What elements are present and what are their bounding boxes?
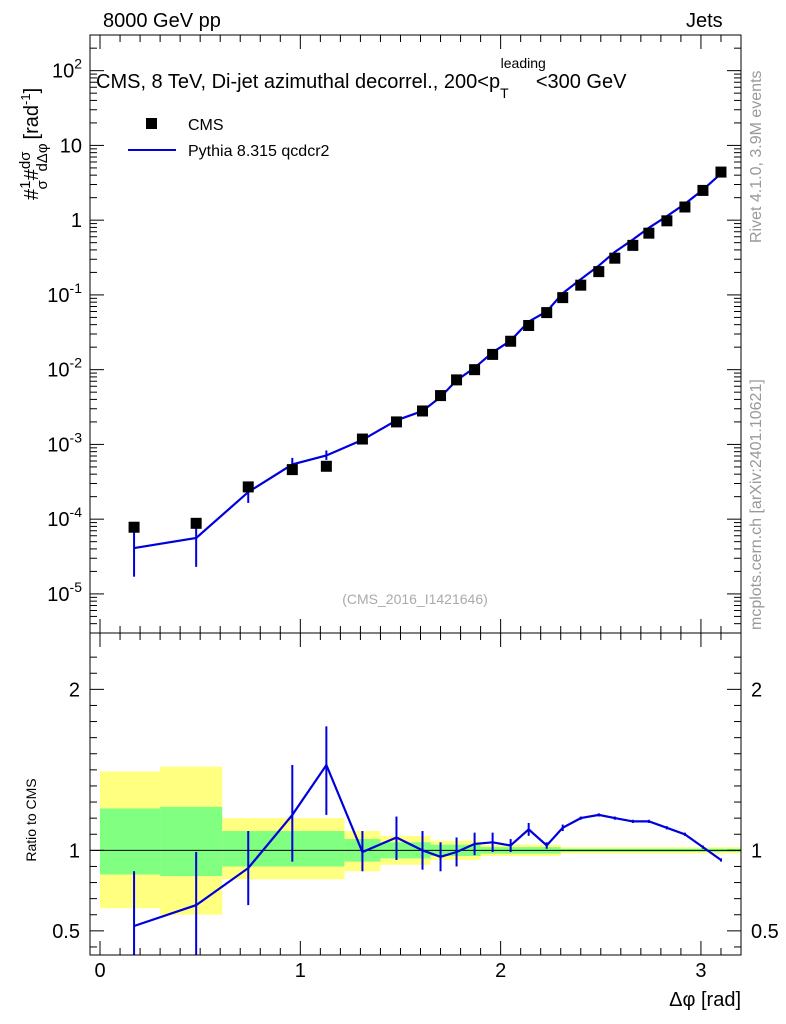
data-point — [286, 464, 298, 476]
data-point — [541, 307, 553, 319]
data-point — [627, 239, 639, 251]
data-point — [451, 374, 463, 386]
data-point — [242, 481, 254, 493]
ratio-y-tick-label-right: 2 — [751, 679, 762, 701]
main-ylabel: #1σ#dσdΔφ[rad-1] — [17, 88, 51, 200]
main-y-tick-label: 10-5 — [47, 579, 82, 606]
ratio-y-tick-label-left: 1 — [69, 840, 80, 862]
header-left: 8000 GeV pp — [103, 10, 221, 32]
legend-cms-marker — [146, 118, 157, 129]
ratio-y-tick-label-right: 0.5 — [751, 921, 779, 943]
ratio-band-inner — [160, 806, 223, 877]
header-right: Jets — [686, 10, 723, 32]
ratio-frame — [89, 632, 742, 956]
data-point — [523, 319, 535, 331]
data-point — [575, 279, 587, 291]
data-point — [505, 335, 517, 347]
data-point — [557, 292, 569, 304]
data-point — [609, 252, 621, 264]
ratio-y-tick-label-right: 1 — [751, 840, 762, 862]
main-y-tick-label: 10-2 — [47, 355, 82, 382]
main-y-tick-label: 1 — [71, 210, 82, 232]
ratio-x-tick-label: 0 — [94, 960, 105, 982]
analysis-watermark: (CMS_2016_I1421646) — [342, 591, 488, 607]
data-point — [697, 184, 709, 196]
legend-cms-label: CMS — [188, 117, 224, 134]
ratio-ylabel: Ratio to CMS — [23, 778, 39, 861]
data-point — [356, 433, 368, 445]
data-point — [435, 390, 447, 402]
svg-text:Ratio to CMS: Ratio to CMS — [23, 778, 39, 861]
ratio-mc-line — [133, 762, 722, 928]
data-point — [417, 405, 429, 417]
ratio-xlabel: Δφ [rad] — [669, 989, 741, 1011]
svg-text:#1σ#dσdΔφ[rad-1]: #1σ#dσdΔφ[rad-1] — [17, 88, 51, 200]
main-y-tick-label: 10 — [60, 135, 82, 157]
data-point — [715, 166, 727, 178]
main-y-tick-label: 10-1 — [47, 280, 82, 307]
data-point — [190, 517, 202, 529]
ratio-x-tick-label: 2 — [495, 960, 506, 982]
data-point — [679, 201, 691, 213]
data-point — [390, 416, 402, 428]
legend: CMS Pythia 8.315 qcdcr2 — [128, 117, 330, 160]
ratio-x-tick-label: 1 — [295, 960, 306, 982]
ratio-y-tick-label-left: 0.5 — [52, 921, 80, 943]
ratio-band-inner — [100, 808, 161, 875]
main-y-tick-label: 102 — [52, 56, 82, 83]
data-point — [643, 227, 655, 239]
ratio-band-inner — [222, 831, 345, 867]
data-point — [593, 266, 605, 278]
ratio-y-tick-label-left: 2 — [69, 679, 80, 701]
main-y-tick-label: 10-4 — [47, 504, 82, 531]
data-point — [469, 364, 481, 376]
legend-mc-label: Pythia 8.315 qcdcr2 — [188, 143, 330, 160]
mc-line — [133, 172, 722, 550]
data-point — [128, 521, 140, 533]
data-point — [320, 460, 332, 472]
data-point — [661, 215, 673, 227]
main-y-tick-label: 10-3 — [47, 429, 82, 456]
main-title: CMS, 8 TeV, Di-jet azimuthal decorrel., … — [96, 55, 627, 101]
ratio-x-tick-label: 3 — [695, 960, 706, 982]
data-point — [487, 348, 499, 360]
